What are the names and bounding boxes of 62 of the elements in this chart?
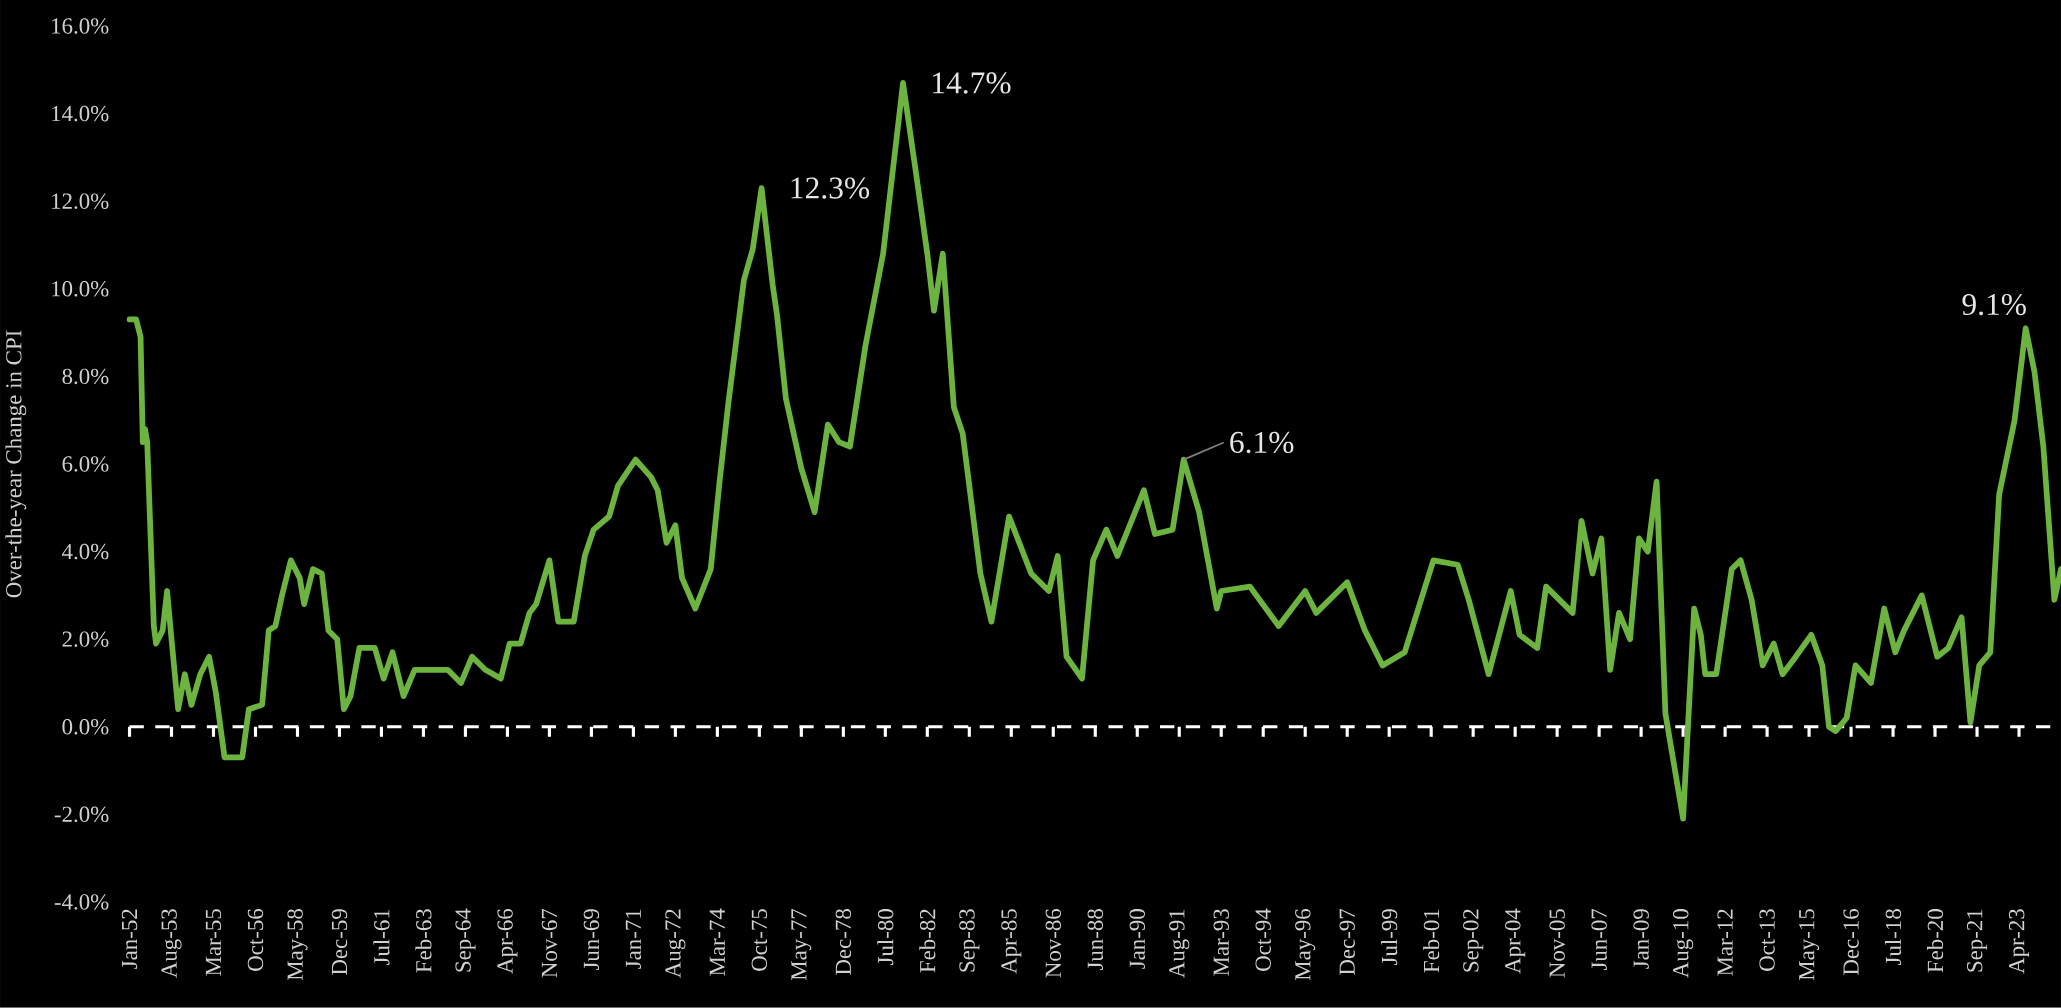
x-tick-label: Jul-61 (373, 909, 390, 966)
y-tick-label: 2.0% (62, 631, 109, 647)
x-tick-label: Feb-63 (415, 909, 432, 973)
x-tick-label: Oct-56 (247, 908, 264, 971)
x-tick-label: Dec-59 (331, 909, 348, 976)
x-tick-label: Dec-16 (1843, 908, 1859, 976)
x-tick-label: Jul-99 (1381, 909, 1398, 966)
x-tick-label: Aug-53 (161, 909, 182, 979)
y-tick-label: 10.0% (52, 281, 109, 297)
x-tick-label: Dec-97 (1339, 908, 1355, 976)
x-tick-label: Sep-83 (959, 909, 980, 972)
x-tick-label: Mar-55 (205, 909, 222, 976)
x-tick-label: Jan-90 (1129, 909, 1145, 969)
x-tick-label: Jun-69 (583, 909, 600, 971)
y-axis-title: Over-the-year Change in CPI (5, 330, 27, 598)
x-tick-label: Apr-66 (497, 908, 518, 974)
x-tick-label: Jan-52 (121, 909, 138, 969)
x-tick-label: Dec-78 (835, 909, 852, 976)
x-tick-label: Nov-05 (1549, 909, 1565, 978)
y-tick-label: -4.0% (54, 894, 109, 910)
x-tick-label: Sep-21 (1967, 909, 1988, 972)
x-tick-label: Feb-82 (919, 909, 936, 973)
y-tick-label: 14.0% (52, 105, 109, 122)
y-tick-label: 12.0% (52, 193, 109, 210)
x-tick-label: Jul-18 (1885, 909, 1902, 966)
y-tick-label: -2.0% (54, 806, 109, 823)
y-tick-label: 16.0% (52, 18, 109, 34)
annotation: 6.1% (1230, 431, 1294, 454)
x-tick-label: May-15 (1799, 909, 1820, 981)
x-tick-label: Nov-67 (541, 908, 558, 978)
x-tick-label: Jun-07 (1591, 908, 1607, 971)
y-tick-label: 0.0% (62, 719, 109, 735)
x-tick-label: Mar-12 (1717, 909, 1733, 976)
x-tick-label: Mar-93 (1213, 909, 1229, 976)
x-tick-label: Feb-20 (1926, 909, 1944, 973)
x-tick-label: May-96 (1295, 908, 1316, 981)
x-tick-label: Jun-88 (1087, 909, 1103, 971)
x-tick-label: May-58 (287, 909, 308, 981)
annotation: 12.3% (791, 177, 870, 199)
x-tick-label: Oct-13 (1759, 909, 1775, 971)
x-tick-label: Feb-01 (1423, 909, 1440, 973)
y-tick-label: 8.0% (62, 368, 109, 385)
y-tick-label: 6.0% (62, 456, 109, 472)
x-tick-label: Aug-72 (665, 909, 686, 979)
x-tick-label: Mar-74 (709, 908, 726, 976)
annotation: 14.7% (933, 72, 1011, 94)
x-tick-label: May-77 (791, 908, 812, 981)
x-tick-label: Jan-71 (625, 909, 642, 969)
x-tick-label: Jan-09 (1633, 909, 1649, 969)
x-tick-label: Jul-80 (877, 909, 894, 966)
x-tick-label: Aug-10 (1673, 909, 1694, 979)
x-tick-label: Apr-23 (2009, 909, 2030, 974)
x-tick-label: Apr-04 (1505, 908, 1526, 974)
x-tick-label: Nov-86 (1045, 908, 1062, 978)
x-tick-label: Sep-02 (1463, 909, 1484, 972)
x-tick-label: Apr-85 (1001, 909, 1022, 974)
x-tick-label: Oct-75 (751, 909, 768, 971)
y-tick-label: 4.0% (62, 543, 109, 560)
x-tick-label: Aug-91 (1169, 909, 1190, 979)
x-tick-label: Oct-94 (1255, 908, 1271, 971)
x-tick-label: Sep-64 (455, 908, 476, 972)
annotation: 9.1% (1962, 293, 2026, 316)
